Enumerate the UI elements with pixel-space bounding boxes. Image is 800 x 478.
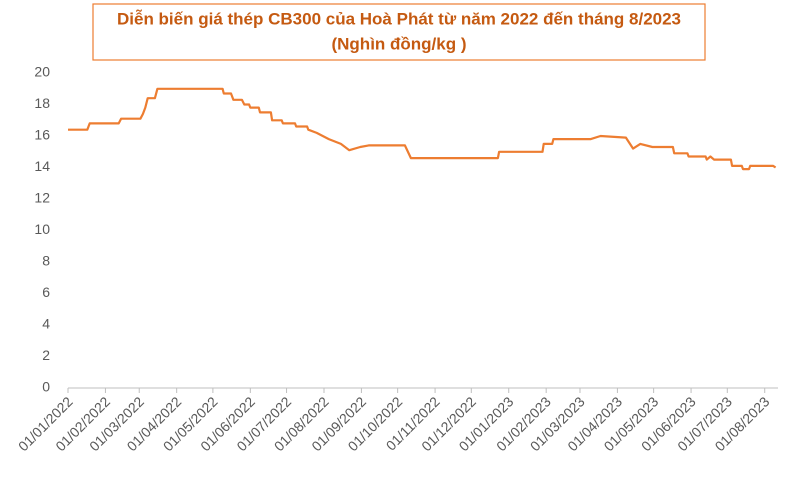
y-tick-label: 14: [34, 158, 50, 174]
y-tick-label: 12: [34, 190, 50, 206]
title-box: [92, 3, 706, 61]
chart-title: Diễn biến giá thép CB300 của Hoà Phát từ…: [117, 9, 681, 28]
y-tick-label: 0: [42, 379, 50, 395]
y-tick-label: 20: [34, 64, 50, 80]
y-tick-label: 18: [34, 95, 50, 111]
y-tick-label: 6: [42, 284, 50, 300]
y-tick-label: 2: [42, 347, 50, 363]
chart-subtitle: (Nghìn đồng/kg ): [331, 34, 466, 53]
y-tick-label: 8: [42, 253, 50, 269]
y-tick-label: 4: [42, 316, 50, 332]
price-line: [68, 87, 777, 171]
y-tick-label: 10: [34, 221, 50, 237]
y-tick-label: 16: [34, 127, 50, 143]
